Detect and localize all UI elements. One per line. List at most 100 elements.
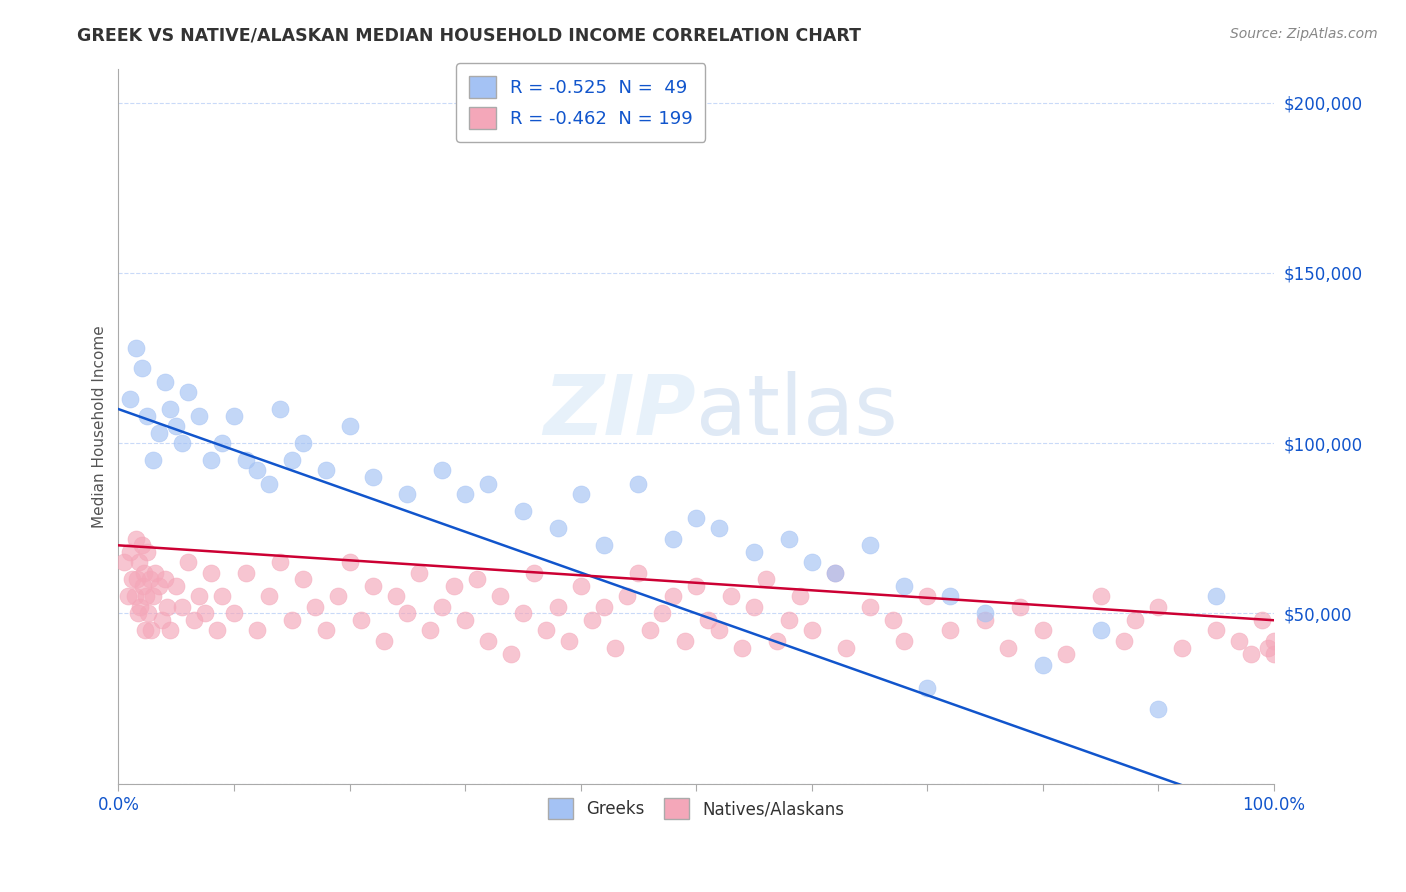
Point xyxy=(246,624,269,638)
Text: ZIP: ZIP xyxy=(544,371,696,452)
Point xyxy=(465,573,488,587)
Point xyxy=(326,590,349,604)
Point xyxy=(127,607,149,621)
Point xyxy=(148,425,170,440)
Point xyxy=(477,477,499,491)
Point xyxy=(159,624,181,638)
Point xyxy=(131,361,153,376)
Point xyxy=(917,681,939,696)
Point xyxy=(778,532,800,546)
Point xyxy=(1257,640,1279,655)
Text: GREEK VS NATIVE/ALASKAN MEDIAN HOUSEHOLD INCOME CORRELATION CHART: GREEK VS NATIVE/ALASKAN MEDIAN HOUSEHOLD… xyxy=(77,27,862,45)
Point xyxy=(1008,599,1031,614)
Point xyxy=(339,419,361,434)
Point xyxy=(673,633,696,648)
Point xyxy=(142,453,165,467)
Point xyxy=(454,613,477,627)
Point xyxy=(373,633,395,648)
Point xyxy=(800,555,823,569)
Point xyxy=(523,566,546,580)
Point xyxy=(1032,624,1054,638)
Point xyxy=(292,436,315,450)
Point xyxy=(974,607,997,621)
Point xyxy=(142,590,165,604)
Point xyxy=(211,590,233,604)
Point xyxy=(858,538,880,552)
Point xyxy=(1263,633,1285,648)
Point xyxy=(112,555,135,569)
Point xyxy=(755,573,778,587)
Point xyxy=(430,599,453,614)
Point xyxy=(824,566,846,580)
Point xyxy=(778,613,800,627)
Point xyxy=(592,599,614,614)
Point xyxy=(939,590,962,604)
Point xyxy=(800,624,823,638)
Point xyxy=(419,624,441,638)
Point xyxy=(974,613,997,627)
Point xyxy=(627,477,650,491)
Point xyxy=(512,504,534,518)
Point xyxy=(135,590,157,604)
Point xyxy=(315,624,337,638)
Point xyxy=(165,579,187,593)
Point xyxy=(188,409,211,423)
Point xyxy=(156,599,179,614)
Point xyxy=(281,613,304,627)
Point xyxy=(159,402,181,417)
Point xyxy=(117,590,139,604)
Point xyxy=(396,607,419,621)
Point xyxy=(569,487,592,501)
Point xyxy=(165,419,187,434)
Legend: Greeks, Natives/Alaskans: Greeks, Natives/Alaskans xyxy=(541,792,852,825)
Point xyxy=(558,633,581,648)
Point xyxy=(138,607,160,621)
Point xyxy=(742,545,765,559)
Point xyxy=(651,607,673,621)
Point xyxy=(709,521,731,535)
Point xyxy=(477,633,499,648)
Point xyxy=(211,436,233,450)
Point xyxy=(153,375,176,389)
Point xyxy=(396,487,419,501)
Point xyxy=(685,511,707,525)
Point xyxy=(408,566,430,580)
Text: Source: ZipAtlas.com: Source: ZipAtlas.com xyxy=(1230,27,1378,41)
Point xyxy=(292,573,315,587)
Point xyxy=(315,463,337,477)
Point xyxy=(534,624,557,638)
Point xyxy=(731,640,754,655)
Point xyxy=(136,409,159,423)
Point xyxy=(939,624,962,638)
Point xyxy=(1032,657,1054,672)
Point xyxy=(581,613,603,627)
Point xyxy=(384,590,406,604)
Point xyxy=(177,385,200,400)
Point xyxy=(917,590,939,604)
Point xyxy=(200,453,222,467)
Point xyxy=(361,470,384,484)
Point xyxy=(138,573,160,587)
Point xyxy=(1090,590,1112,604)
Point xyxy=(188,590,211,604)
Point xyxy=(132,566,155,580)
Point xyxy=(200,566,222,580)
Point xyxy=(605,640,627,655)
Point xyxy=(1227,633,1250,648)
Point xyxy=(139,624,162,638)
Point xyxy=(488,590,510,604)
Point xyxy=(118,392,141,406)
Point xyxy=(1125,613,1147,627)
Point xyxy=(1205,624,1227,638)
Point xyxy=(766,633,789,648)
Point xyxy=(269,555,291,569)
Point xyxy=(128,555,150,569)
Point xyxy=(720,590,742,604)
Point xyxy=(183,613,205,627)
Point xyxy=(512,607,534,621)
Point xyxy=(569,579,592,593)
Point xyxy=(304,599,326,614)
Point xyxy=(443,579,465,593)
Point xyxy=(129,599,152,614)
Point xyxy=(134,624,156,638)
